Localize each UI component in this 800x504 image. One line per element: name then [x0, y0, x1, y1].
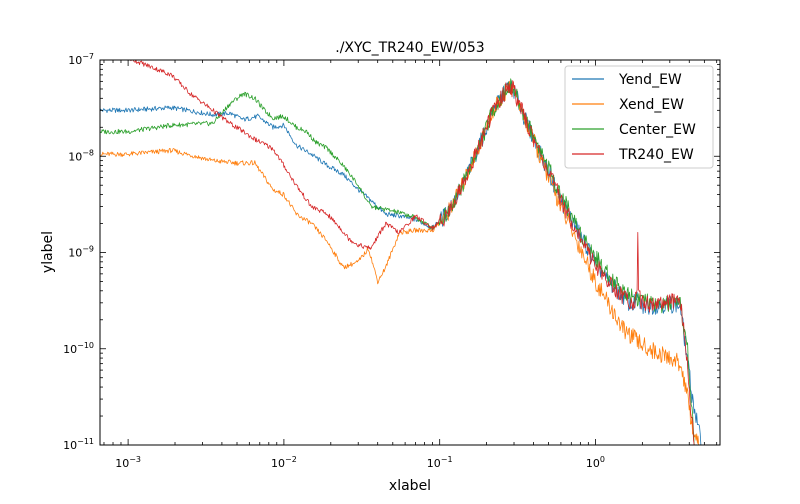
x-axis-ticks: 10−3 10−2 10−1 100 [103, 60, 718, 470]
legend-box [564, 65, 714, 169]
legend-label-center-ew: Center_EW [619, 122, 696, 138]
y-tick-label: 10−10 [63, 341, 94, 356]
x-tick-label: 10−1 [427, 455, 453, 470]
series-line-yend-ew [100, 80, 702, 445]
x-tick-label: 100 [586, 455, 605, 470]
x-tick-label: 10−3 [115, 455, 141, 470]
y-tick-label: 10−9 [68, 245, 94, 260]
y-axis-label: ylabel [40, 231, 56, 273]
series-line-tr240-ew [129, 60, 695, 445]
y-tick-label: 10−7 [68, 52, 94, 67]
y-tick-label: 10−8 [68, 148, 94, 163]
x-axis-label: xlabel [389, 478, 431, 494]
chart-title: ./XYC_TR240_EW/053 [335, 40, 484, 56]
series-layer [100, 60, 702, 445]
y-tick-label: 10−11 [63, 437, 94, 452]
y-axis-ticks: 10−11 10−10 10−9 10−8 10−7 [63, 52, 720, 452]
legend-label-yend-ew: Yend_EW [618, 72, 682, 88]
legend-label-tr240-ew: TR240_EW [618, 147, 694, 163]
series-line-center-ew [100, 78, 695, 445]
series-line-xend-ew [100, 80, 700, 445]
legend: Yend_EW Xend_EW Center_EW TR240_EW [564, 65, 714, 169]
x-tick-label: 10−2 [271, 455, 297, 470]
legend-label-xend-ew: Xend_EW [619, 97, 684, 113]
